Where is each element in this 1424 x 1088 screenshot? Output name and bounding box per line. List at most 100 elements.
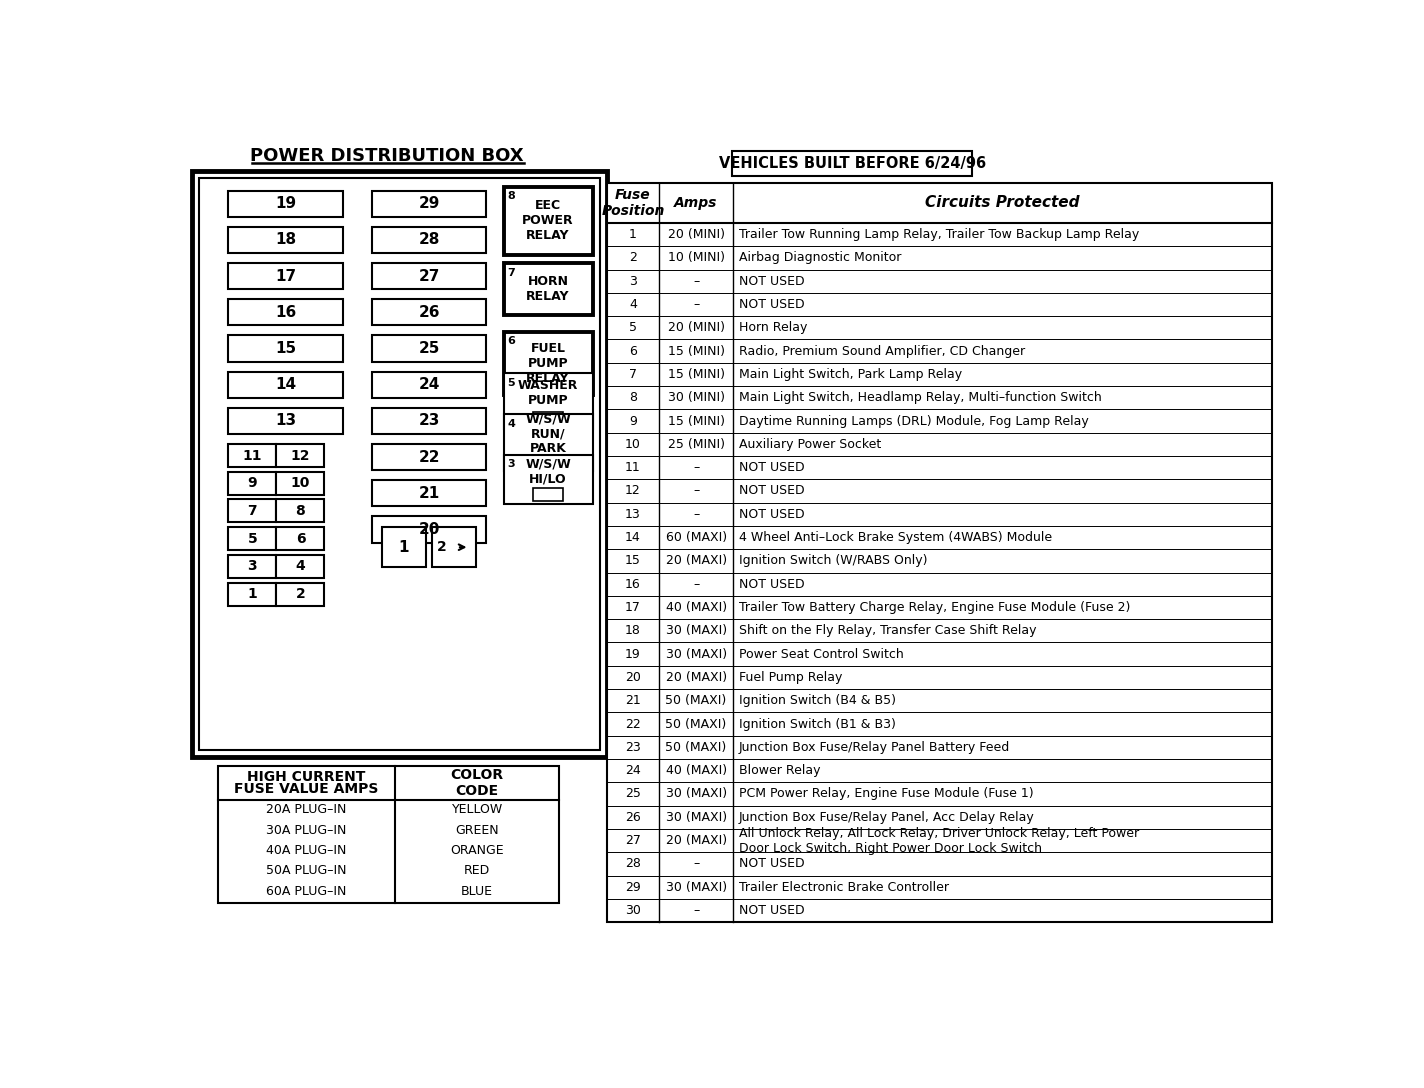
Text: 5: 5 xyxy=(507,378,515,387)
Bar xyxy=(504,413,592,471)
Text: Trailer Tow Running Lamp Relay, Trailer Tow Backup Lamp Relay: Trailer Tow Running Lamp Relay, Trailer … xyxy=(739,228,1139,242)
Text: 19: 19 xyxy=(275,196,296,211)
Bar xyxy=(372,480,487,506)
Text: 15 (MINI): 15 (MINI) xyxy=(668,368,725,381)
Text: Radio, Premium Sound Amplifier, CD Changer: Radio, Premium Sound Amplifier, CD Chang… xyxy=(739,345,1025,358)
Text: HIGH CURRENT: HIGH CURRENT xyxy=(248,769,366,783)
Text: FUSE VALUE AMPS: FUSE VALUE AMPS xyxy=(235,782,379,796)
Text: NOT USED: NOT USED xyxy=(739,578,805,591)
Text: 18: 18 xyxy=(275,233,296,247)
Text: 5: 5 xyxy=(248,532,258,546)
Text: –: – xyxy=(693,298,699,311)
Bar xyxy=(433,528,477,567)
Text: 6: 6 xyxy=(629,345,637,358)
Text: 28: 28 xyxy=(625,857,641,870)
Text: Horn Relay: Horn Relay xyxy=(739,321,807,334)
Text: 6: 6 xyxy=(507,336,515,346)
Text: Circuits Protected: Circuits Protected xyxy=(926,196,1079,210)
Text: RED: RED xyxy=(464,864,490,877)
Text: 4: 4 xyxy=(629,298,637,311)
Text: 50 (MAXI): 50 (MAXI) xyxy=(665,741,726,754)
Text: 29: 29 xyxy=(625,880,641,893)
Text: 2: 2 xyxy=(629,251,637,264)
Text: 50 (MAXI): 50 (MAXI) xyxy=(665,694,726,707)
Bar xyxy=(199,178,600,750)
Bar xyxy=(372,335,487,361)
Text: 40 (MAXI): 40 (MAXI) xyxy=(665,601,726,614)
Text: 27: 27 xyxy=(625,834,641,848)
Text: –: – xyxy=(693,275,699,287)
Bar xyxy=(228,444,276,467)
Text: W/S/W
HI/LO: W/S/W HI/LO xyxy=(525,458,571,486)
Text: 16: 16 xyxy=(625,578,641,591)
Text: 13: 13 xyxy=(275,413,296,429)
Text: NOT USED: NOT USED xyxy=(739,857,805,870)
Text: 21: 21 xyxy=(419,485,440,500)
Text: 60 (MAXI): 60 (MAXI) xyxy=(665,531,726,544)
Text: 1: 1 xyxy=(399,540,409,555)
Text: 10: 10 xyxy=(290,477,310,491)
Text: 5: 5 xyxy=(629,321,637,334)
Text: 21: 21 xyxy=(625,694,641,707)
Text: 30 (MAXI): 30 (MAXI) xyxy=(665,788,726,801)
Bar xyxy=(192,172,607,756)
Bar xyxy=(228,372,343,398)
Text: 15 (MINI): 15 (MINI) xyxy=(668,345,725,358)
Text: 50A PLUG–IN: 50A PLUG–IN xyxy=(266,864,347,877)
Text: 25: 25 xyxy=(419,341,440,356)
Text: 20 (MINI): 20 (MINI) xyxy=(668,321,725,334)
Text: 30 (MAXI): 30 (MAXI) xyxy=(665,811,726,824)
Text: 20A PLUG–IN: 20A PLUG–IN xyxy=(266,803,347,816)
Text: 3: 3 xyxy=(248,559,258,573)
Text: 2: 2 xyxy=(296,588,305,601)
Text: 4: 4 xyxy=(296,559,305,573)
Bar xyxy=(504,187,592,255)
Text: WASHER
PUMP: WASHER PUMP xyxy=(518,379,578,407)
Text: Ignition Switch (B1 & B3): Ignition Switch (B1 & B3) xyxy=(739,717,896,730)
Text: 50 (MAXI): 50 (MAXI) xyxy=(665,717,726,730)
Bar xyxy=(372,444,487,470)
Text: HORN
RELAY: HORN RELAY xyxy=(527,275,570,304)
Text: 30 (MAXI): 30 (MAXI) xyxy=(665,647,726,660)
Text: 17: 17 xyxy=(625,601,641,614)
Bar xyxy=(276,444,325,467)
Text: Trailer Tow Battery Charge Relay, Engine Fuse Module (Fuse 2): Trailer Tow Battery Charge Relay, Engine… xyxy=(739,601,1131,614)
Text: W/S/W
RUN/
PARK: W/S/W RUN/ PARK xyxy=(525,412,571,456)
Bar xyxy=(372,263,487,289)
Text: 30A PLUG–IN: 30A PLUG–IN xyxy=(266,824,347,837)
Text: 22: 22 xyxy=(625,717,641,730)
Bar xyxy=(504,373,592,429)
Text: NOT USED: NOT USED xyxy=(739,508,805,521)
Bar xyxy=(228,527,276,551)
Text: 22: 22 xyxy=(419,449,440,465)
Text: Fuel Pump Relay: Fuel Pump Relay xyxy=(739,671,843,684)
Text: 23: 23 xyxy=(419,413,440,429)
Text: 28: 28 xyxy=(419,233,440,247)
Text: 13: 13 xyxy=(625,508,641,521)
Text: GREEN: GREEN xyxy=(456,824,498,837)
Bar xyxy=(276,527,325,551)
Text: 15: 15 xyxy=(625,555,641,567)
Text: 19: 19 xyxy=(625,647,641,660)
Text: 20: 20 xyxy=(625,671,641,684)
Text: 27: 27 xyxy=(419,269,440,284)
Text: –: – xyxy=(693,484,699,497)
Text: EEC
POWER
RELAY: EEC POWER RELAY xyxy=(523,199,574,243)
Bar xyxy=(228,226,343,254)
Bar xyxy=(504,263,592,316)
Text: NOT USED: NOT USED xyxy=(739,275,805,287)
Text: –: – xyxy=(693,904,699,917)
Text: 1: 1 xyxy=(629,228,637,242)
Bar xyxy=(276,472,325,495)
Text: Power Seat Control Switch: Power Seat Control Switch xyxy=(739,647,904,660)
Text: Trailer Electronic Brake Controller: Trailer Electronic Brake Controller xyxy=(739,880,950,893)
Text: COLOR
CODE: COLOR CODE xyxy=(450,768,504,798)
Text: NOT USED: NOT USED xyxy=(739,484,805,497)
Text: Blower Relay: Blower Relay xyxy=(739,764,820,777)
Text: Fuse
Position: Fuse Position xyxy=(601,188,665,218)
Text: 18: 18 xyxy=(625,625,641,638)
Text: 25: 25 xyxy=(625,788,641,801)
Text: NOT USED: NOT USED xyxy=(739,904,805,917)
Text: 12: 12 xyxy=(290,448,310,462)
Text: 23: 23 xyxy=(625,741,641,754)
